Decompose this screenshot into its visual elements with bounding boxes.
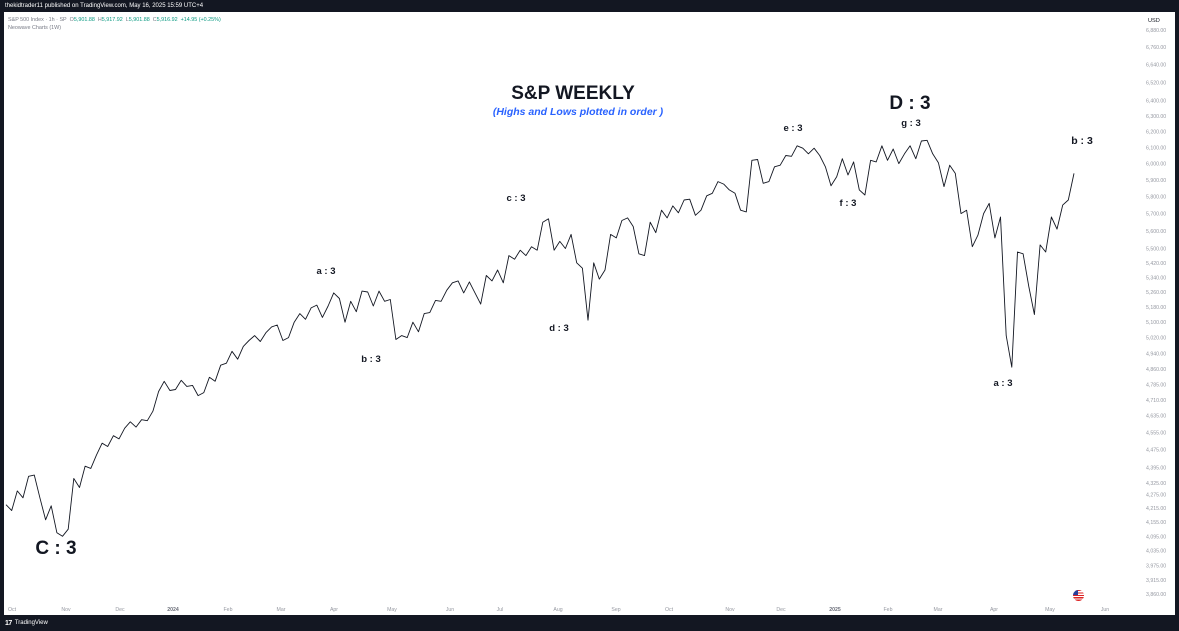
y-tick-label: 5,700.00 xyxy=(1146,212,1166,218)
y-tick-label: 6,400.00 xyxy=(1146,99,1166,105)
wave-label: e : 3 xyxy=(783,123,802,134)
x-tick-label: Nov xyxy=(725,607,735,613)
y-tick-label: 3,915.00 xyxy=(1146,578,1166,584)
wave-label: b : 3 xyxy=(361,354,381,365)
x-tick-label: 2025 xyxy=(829,607,841,613)
y-tick-label: 4,395.00 xyxy=(1146,465,1166,471)
chart-frame[interactable] xyxy=(4,12,1175,615)
wave-label: a : 3 xyxy=(993,378,1012,389)
y-tick-label: 5,500.00 xyxy=(1146,247,1166,253)
y-tick-label: 5,600.00 xyxy=(1146,229,1166,235)
y-tick-label: 5,180.00 xyxy=(1146,305,1166,311)
tradingview-logo-icon: 17 xyxy=(5,619,12,627)
y-tick-label: 3,975.00 xyxy=(1146,563,1166,569)
high-label: H xyxy=(97,17,102,23)
close-value: 5,916.92 xyxy=(156,17,178,23)
wave-label: b : 3 xyxy=(1071,135,1093,147)
y-tick-label: 4,215.00 xyxy=(1146,506,1166,512)
y-tick-label: 5,900.00 xyxy=(1146,178,1166,184)
x-tick-label: May xyxy=(1045,607,1055,613)
wave-label: c : 3 xyxy=(506,193,525,204)
y-tick-label: 5,100.00 xyxy=(1146,320,1166,326)
wave-label: D : 3 xyxy=(889,93,930,114)
high-value: 5,917.92 xyxy=(101,17,123,23)
open-value: 5,901.88 xyxy=(73,17,95,23)
x-tick-label: Dec xyxy=(776,607,786,613)
y-tick-label: 6,000.00 xyxy=(1146,162,1166,168)
y-tick-label: 6,880.00 xyxy=(1146,28,1166,34)
x-tick-label: Nov xyxy=(61,607,71,613)
x-tick-label: Mar xyxy=(277,607,286,613)
y-tick-label: 4,325.00 xyxy=(1146,481,1166,487)
x-tick-label: 2024 xyxy=(167,607,179,613)
chart-subtitle: (Highs and Lows plotted in order ) xyxy=(493,106,664,118)
y-tick-label: 4,940.00 xyxy=(1146,351,1166,357)
y-tick-label: 6,200.00 xyxy=(1146,130,1166,136)
y-tick-label: 6,300.00 xyxy=(1146,114,1166,120)
price-series-line xyxy=(5,139,1075,537)
y-tick-label: 4,555.00 xyxy=(1146,430,1166,436)
y-tick-label: 4,275.00 xyxy=(1146,492,1166,498)
x-tick-label: Apr xyxy=(330,607,338,613)
x-tick-label: Feb xyxy=(224,607,233,613)
y-tick-label: 4,785.00 xyxy=(1146,382,1166,388)
y-tick-label: 4,035.00 xyxy=(1146,549,1166,555)
wave-label: a : 3 xyxy=(316,266,335,277)
wave-label: C : 3 xyxy=(35,538,76,559)
us-flag-icon[interactable] xyxy=(1073,590,1084,601)
symbol-legend: S&P 500 Index · 1h · SP O5,901.88 H5,917… xyxy=(8,16,221,32)
y-tick-label: 6,640.00 xyxy=(1146,63,1166,69)
x-tick-label: Oct xyxy=(665,607,674,613)
y-tick-label: 3,860.00 xyxy=(1146,592,1166,598)
indicator-name[interactable]: Neowave Charts (1W) xyxy=(8,25,62,31)
y-tick-label: 5,340.00 xyxy=(1146,275,1166,281)
wave-label: g : 3 xyxy=(901,118,921,129)
close-label: C xyxy=(152,17,157,23)
y-tick-label: 6,760.00 xyxy=(1146,45,1166,51)
change-value: +14.95 (+0.25%) xyxy=(180,17,221,23)
y-tick-label: 5,020.00 xyxy=(1146,336,1166,342)
x-tick-label: Jul xyxy=(497,607,504,613)
wave-annotations: C : 3 a : 3 b : 3 c : 3 d : 3 e : 3 f : 3 g : 3… xyxy=(35,93,1093,559)
x-tick-label: May xyxy=(387,607,397,613)
footer-bar: 17 TradingView xyxy=(0,615,1179,631)
y-tick-label: 4,475.00 xyxy=(1146,448,1166,454)
tradingview-logo[interactable]: 17 TradingView xyxy=(5,620,48,627)
open-label: O xyxy=(69,17,74,23)
y-tick-label: 4,635.00 xyxy=(1146,413,1166,419)
tradingview-brand-text: TradingView xyxy=(14,620,48,626)
chart-titles: S&P WEEKLY (Highs and Lows plotted in ord… xyxy=(493,83,664,118)
currency-label[interactable]: USD xyxy=(1148,18,1160,24)
time-axis[interactable]: Oct Nov Dec 2024 Feb Mar Apr May Jun Jul Aug Sep Oct… xyxy=(8,607,1109,613)
x-tick-label: Feb xyxy=(884,607,893,613)
chart-title: S&P WEEKLY xyxy=(511,83,635,104)
x-tick-label: Dec xyxy=(115,607,125,613)
x-tick-label: Mar xyxy=(934,607,943,613)
y-tick-label: 4,710.00 xyxy=(1146,398,1166,404)
publisher-text: thekidtrader11 published on TradingView.… xyxy=(5,3,204,9)
low-label: L xyxy=(125,17,129,23)
x-tick-label: Aug xyxy=(553,607,562,613)
y-tick-label: 4,095.00 xyxy=(1146,534,1166,540)
x-tick-label: Jun xyxy=(1101,607,1109,613)
y-tick-label: 4,155.00 xyxy=(1146,520,1166,526)
symbol-name[interactable]: S&P 500 Index · 1h · SP xyxy=(8,17,67,23)
x-tick-label: Sep xyxy=(611,607,620,613)
price-axis[interactable]: 6,880.00 6,760.00 6,640.00 6,520.00 6,400.00… xyxy=(1146,28,1166,598)
y-tick-label: 6,100.00 xyxy=(1146,145,1166,151)
publisher-bar: thekidtrader11 published on TradingView.… xyxy=(0,0,1179,12)
x-tick-label: Apr xyxy=(990,607,998,613)
y-tick-label: 5,260.00 xyxy=(1146,290,1166,296)
wave-label: f : 3 xyxy=(840,198,857,209)
x-tick-label: Oct xyxy=(8,607,17,613)
y-tick-label: 5,800.00 xyxy=(1146,195,1166,201)
wave-label: d : 3 xyxy=(549,323,569,334)
x-tick-label: Jun xyxy=(446,607,454,613)
y-tick-label: 6,520.00 xyxy=(1146,80,1166,86)
y-tick-label: 5,420.00 xyxy=(1146,261,1166,267)
low-value: 5,901.88 xyxy=(128,17,150,23)
y-tick-label: 4,860.00 xyxy=(1146,367,1166,373)
